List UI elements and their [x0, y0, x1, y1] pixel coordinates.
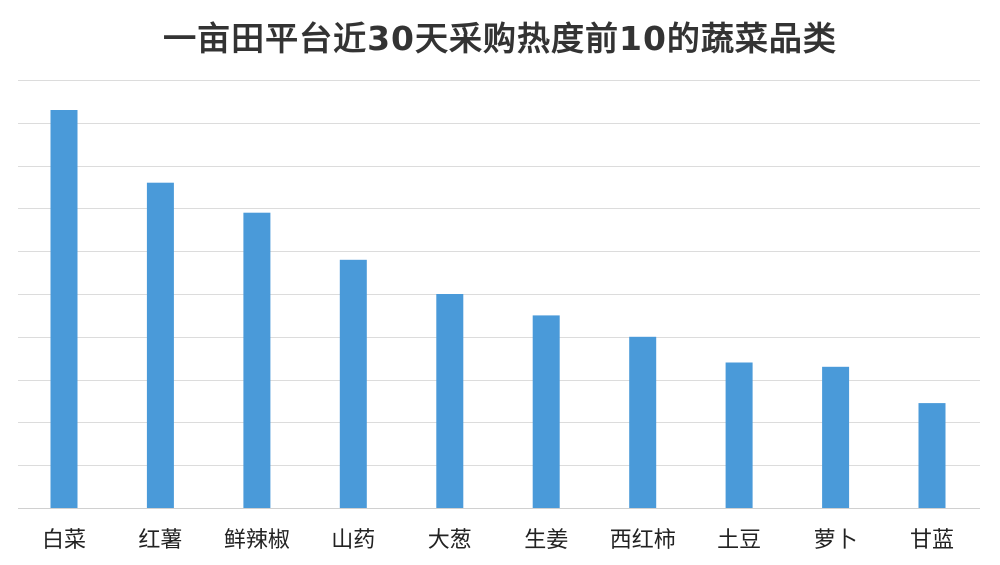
bar-0	[50, 110, 78, 508]
bars	[50, 110, 946, 508]
x-tick-label: 白菜	[42, 528, 86, 553]
bar-3	[339, 259, 367, 508]
x-tick-label: 土豆	[717, 528, 761, 553]
x-tick-label: 西红柿	[610, 528, 676, 553]
bar-2	[243, 212, 271, 508]
category-labels: 白菜 红薯 鲜辣椒 山药 大葱 生姜 西红柿 土豆 萝卜 甘蓝	[42, 528, 954, 553]
x-tick-label: 生姜	[524, 528, 568, 553]
bar-8	[822, 366, 850, 508]
x-tick-label: 红薯	[138, 528, 182, 553]
x-tick-label: 山药	[331, 528, 375, 553]
bar-7	[725, 362, 753, 508]
x-tick-label: 大葱	[428, 528, 472, 553]
bar-1	[146, 182, 174, 508]
chart-title: 一亩田平台近30天采购热度前10的蔬菜品类	[163, 19, 837, 58]
x-tick-label: 萝卜	[814, 528, 858, 553]
x-tick-label: 甘蓝	[910, 528, 954, 553]
gridlines	[18, 80, 980, 509]
x-tick-label: 鲜辣椒	[224, 528, 290, 553]
bar-6	[629, 336, 657, 508]
bar-5	[532, 315, 560, 508]
bar-9	[918, 403, 946, 508]
bar-4	[436, 294, 464, 508]
